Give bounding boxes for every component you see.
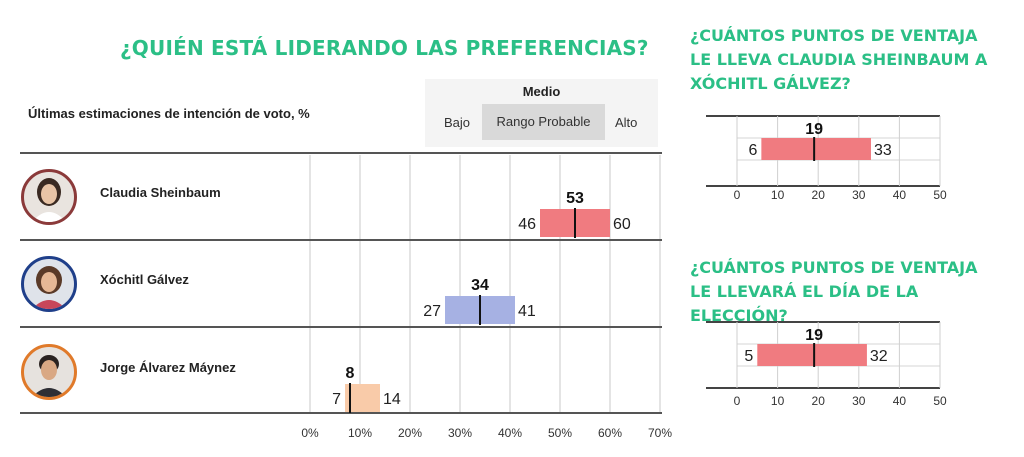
candidate-name-1: Claudia Sheinbaum (100, 185, 221, 200)
panel-1-tick-label-2: 20 (812, 394, 826, 408)
high-label-2: 14 (383, 391, 401, 408)
panel-1-high-label: 32 (870, 348, 888, 365)
lead-chart-title: ¿CUÁNTOS PUNTOS DE VENTAJA LE LLEVA CLAU… (690, 26, 988, 93)
legend-alto-label: Alto (615, 115, 638, 130)
main-chart-title: ¿QUIÉN ESTÁ LIDERANDO LAS PREFERENCIAS? (120, 36, 649, 60)
legend-rango-label: Rango Probable (482, 104, 605, 140)
x-tick-label-0: 0% (301, 426, 319, 440)
x-tick-label-7: 70% (648, 426, 672, 440)
median-label-2: 8 (346, 365, 355, 382)
panel-0-tick-label-3: 30 (852, 188, 866, 202)
legend-bajo-label: Bajo (444, 115, 471, 130)
high-label-1: 41 (518, 303, 536, 320)
legend-medio-label: Medio (522, 84, 561, 99)
median-label-1: 34 (471, 277, 489, 294)
low-label-2: 7 (332, 391, 341, 408)
panel-1-low-label: 5 (744, 348, 753, 365)
x-tick-label-4: 40% (498, 426, 522, 440)
panel-0-tick-label-0: 0 (734, 188, 741, 202)
range-legend: Medio Bajo Rango Probable Alto (425, 79, 658, 147)
person-icon (32, 266, 66, 309)
panel-0-tick-label-2: 20 (812, 188, 826, 202)
panel-1-range-bar (757, 344, 867, 366)
candidate-name-3: Jorge Álvarez Máynez (100, 360, 236, 375)
avatar-jorge-alvarez-maynez (21, 344, 77, 400)
avatar-claudia-sheinbaum (21, 169, 77, 225)
panel-0-range-bar (761, 138, 871, 160)
candidate-name-2: Xóchitl Gálvez (100, 272, 189, 287)
main-chart-subtitle: Últimas estimaciones de intención de vot… (28, 106, 310, 121)
panel-0-tick-label-4: 40 (893, 188, 907, 202)
avatar-xochitl-galvez (21, 256, 77, 312)
panel-0-tick-label-5: 50 (933, 188, 947, 202)
panel-1-median-label: 19 (805, 327, 823, 344)
panel-0-high-label: 33 (874, 142, 892, 159)
low-label-0: 46 (518, 216, 536, 233)
x-tick-label-1: 10% (348, 426, 372, 440)
panel-1-tick-label-4: 40 (893, 394, 907, 408)
person-icon (32, 178, 66, 222)
panel-0-low-label: 6 (748, 142, 757, 159)
panel-1-tick-label-0: 0 (734, 394, 741, 408)
median-label-0: 53 (566, 190, 584, 207)
x-tick-label-6: 60% (598, 426, 622, 440)
panel-0-tick-label-1: 10 (771, 188, 785, 202)
x-tick-label-5: 50% (548, 426, 572, 440)
panel-1-tick-label-3: 30 (852, 394, 866, 408)
x-tick-label-3: 30% (448, 426, 472, 440)
panel-1-tick-label-5: 50 (933, 394, 947, 408)
election-lead-chart-title: ¿CUÁNTOS PUNTOS DE VENTAJA LE LLEVARÁ EL… (690, 258, 978, 325)
x-tick-label-2: 20% (398, 426, 422, 440)
person-icon (32, 355, 66, 397)
panel-0-median-label: 19 (805, 121, 823, 138)
high-label-0: 60 (613, 216, 631, 233)
panel-1-tick-label-1: 10 (771, 394, 785, 408)
low-label-1: 27 (423, 303, 441, 320)
